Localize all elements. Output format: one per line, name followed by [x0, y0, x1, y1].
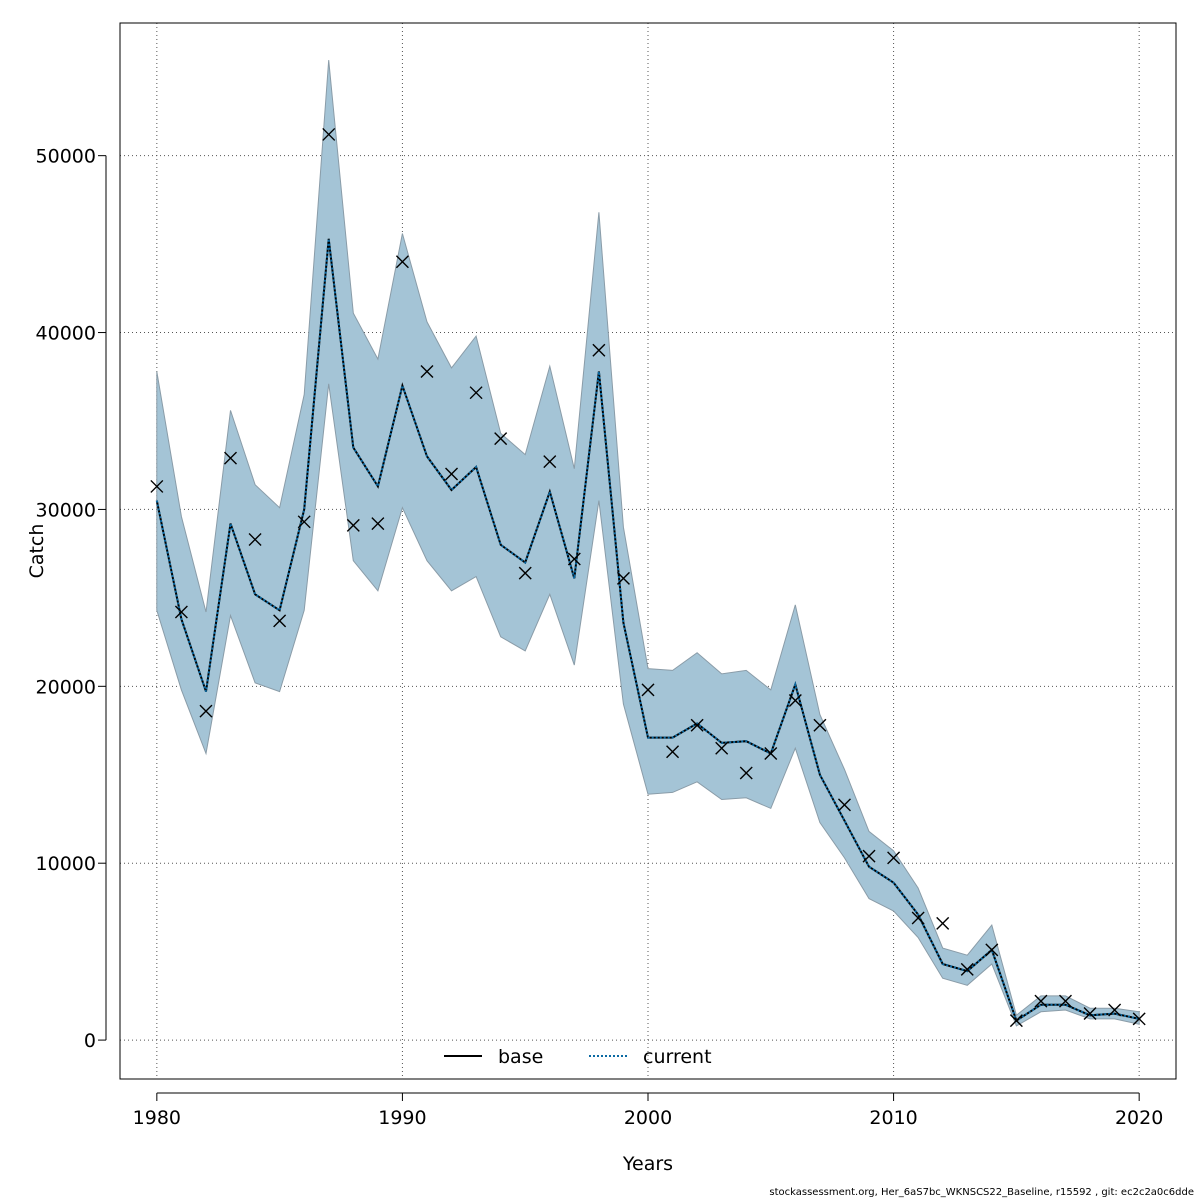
axes: 1980 1990 2000 2010 2020 0 10000 20000 30000 4000… [36, 146, 1164, 1129]
observed-point-2020 [1132, 1012, 1146, 1026]
observed-point-1986 [297, 515, 311, 529]
observed-point-2018 [1083, 1007, 1097, 1021]
legend-label-base: base [498, 1046, 543, 1068]
observed-point-2005 [764, 747, 778, 761]
confidence-band-area [156, 60, 1140, 1027]
observed-point-1989 [371, 517, 385, 531]
series-lines [155, 238, 1140, 1023]
legend: base current [444, 1046, 712, 1068]
x-tick-label-2010: 2010 [869, 1107, 917, 1129]
observed-point-1998 [592, 343, 606, 357]
observed-point-1995 [518, 566, 532, 580]
observed-point-1993 [469, 386, 483, 400]
observed-point-1982 [199, 704, 213, 718]
observed-point-1997 [567, 552, 581, 566]
y-tick-label-30000: 30000 [36, 499, 96, 521]
observed-point-2000 [641, 683, 655, 697]
observed-point-1980 [150, 479, 164, 493]
x-tick-label-1980: 1980 [133, 1107, 181, 1129]
observed-point-2010 [887, 851, 901, 865]
observed-point-1984 [248, 533, 262, 546]
observed-point-2011 [911, 911, 925, 925]
observed-point-2017 [1058, 994, 1072, 1008]
observed-point-1987 [322, 127, 336, 141]
observed-point-2014 [985, 943, 999, 957]
plot-frame [119, 22, 1177, 1080]
series-line-current [155, 238, 1140, 1023]
observed-point-2003 [715, 741, 729, 755]
observed-point-2015 [1009, 1014, 1023, 1028]
legend-label-current: current [643, 1046, 712, 1068]
x-tick-label-2020: 2020 [1115, 1107, 1163, 1129]
observed-point-2006 [788, 693, 802, 707]
confidence-band [156, 60, 1140, 1027]
y-tick-label-50000: 50000 [36, 146, 96, 168]
x-tick-label-2000: 2000 [624, 1107, 672, 1129]
observed-point-2016 [1034, 994, 1048, 1008]
observed-point-2002 [690, 718, 704, 732]
observed-point-1999 [616, 571, 630, 585]
observed-markers [150, 127, 1146, 1028]
observed-point-1983 [224, 451, 238, 465]
observed-point-2012 [936, 916, 950, 930]
y-tick-label-0: 0 [84, 1030, 96, 1052]
observed-point-1985 [273, 614, 287, 628]
observed-point-1988 [346, 518, 360, 532]
observed-point-2007 [813, 718, 827, 732]
observed-point-2008 [837, 798, 851, 812]
observed-point-2004 [739, 766, 753, 780]
x-tick-label-1990: 1990 [378, 1107, 426, 1129]
observed-point-2001 [666, 745, 680, 759]
observed-point-1994 [494, 432, 508, 446]
observed-point-1991 [420, 364, 434, 378]
observed-point-1996 [543, 455, 557, 469]
observed-point-1990 [395, 255, 409, 269]
x-axis-label: Years [622, 1153, 673, 1175]
observed-point-2019 [1108, 1003, 1122, 1017]
y-tick-label-20000: 20000 [36, 676, 96, 698]
observed-point-1992 [445, 467, 459, 481]
y-tick-label-10000: 10000 [36, 853, 96, 875]
observed-point-1981 [174, 605, 188, 619]
footer-note: stockassessment.org, Her_6aS7bc_WKNSCS22… [769, 1187, 1194, 1198]
observed-point-2009 [862, 849, 876, 863]
observed-point-2013 [960, 962, 974, 976]
y-axis-label: Catch [26, 524, 48, 579]
y-tick-label-40000: 40000 [36, 323, 96, 345]
